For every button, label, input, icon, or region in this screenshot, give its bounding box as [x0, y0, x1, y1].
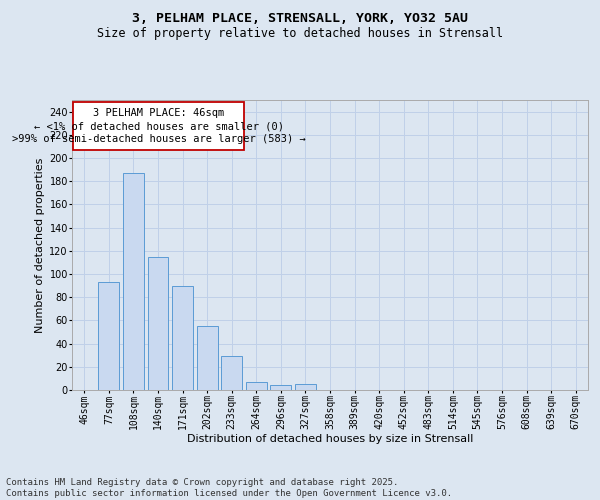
Bar	[98, 282, 119, 390]
Text: Size of property relative to detached houses in Strensall: Size of property relative to detached ho…	[97, 28, 503, 40]
Bar	[123, 173, 144, 390]
Text: 3, PELHAM PLACE, STRENSALL, YORK, YO32 5AU: 3, PELHAM PLACE, STRENSALL, YORK, YO32 5…	[132, 12, 468, 26]
Bar	[172, 286, 193, 390]
Bar	[197, 326, 218, 390]
Bar	[295, 384, 316, 390]
Text: 3 PELHAM PLACE: 46sqm: 3 PELHAM PLACE: 46sqm	[93, 108, 224, 118]
Text: >99% of semi-detached houses are larger (583) →: >99% of semi-detached houses are larger …	[12, 134, 305, 144]
Bar	[148, 256, 169, 390]
Bar	[246, 382, 267, 390]
Bar	[221, 356, 242, 390]
Text: Contains HM Land Registry data © Crown copyright and database right 2025.
Contai: Contains HM Land Registry data © Crown c…	[6, 478, 452, 498]
Text: ← <1% of detached houses are smaller (0): ← <1% of detached houses are smaller (0)	[34, 121, 284, 131]
FancyBboxPatch shape	[73, 102, 244, 150]
Bar	[271, 386, 292, 390]
Y-axis label: Number of detached properties: Number of detached properties	[35, 158, 45, 332]
X-axis label: Distribution of detached houses by size in Strensall: Distribution of detached houses by size …	[187, 434, 473, 444]
